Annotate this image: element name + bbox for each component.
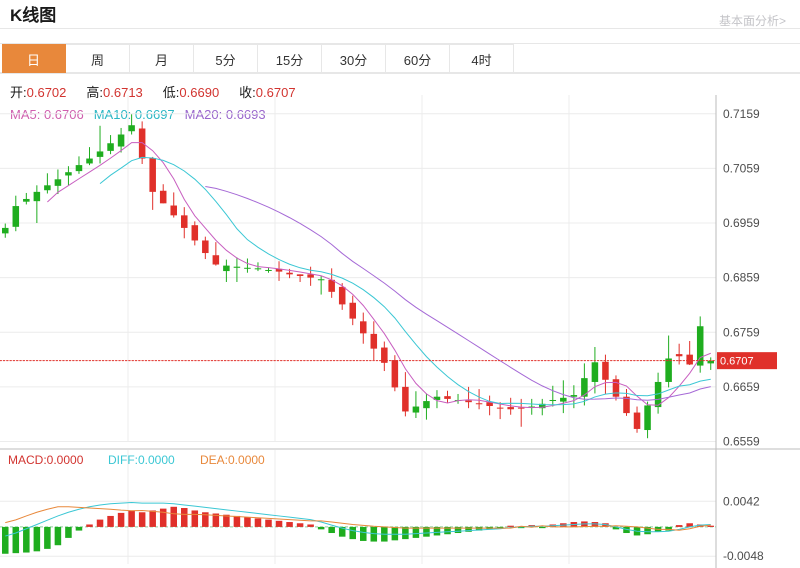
svg-text:MACD:0.0000: MACD:0.0000 [8,453,84,467]
svg-text:0.7159: 0.7159 [723,107,760,121]
svg-text:0.7059: 0.7059 [723,161,760,175]
svg-text:0.6559: 0.6559 [723,435,760,449]
svg-text:0.6659: 0.6659 [723,380,760,394]
svg-text:-0.0048: -0.0048 [723,549,764,563]
svg-text:0.6959: 0.6959 [723,216,760,230]
svg-text:0.6759: 0.6759 [723,325,760,339]
svg-text:0.6707: 0.6707 [720,356,754,368]
svg-text:DEA:0.0000: DEA:0.0000 [200,453,265,467]
svg-text:0.6859: 0.6859 [723,271,760,285]
svg-text:0.0042: 0.0042 [723,494,760,508]
svg-text:DIFF:0.0000: DIFF:0.0000 [108,453,175,467]
